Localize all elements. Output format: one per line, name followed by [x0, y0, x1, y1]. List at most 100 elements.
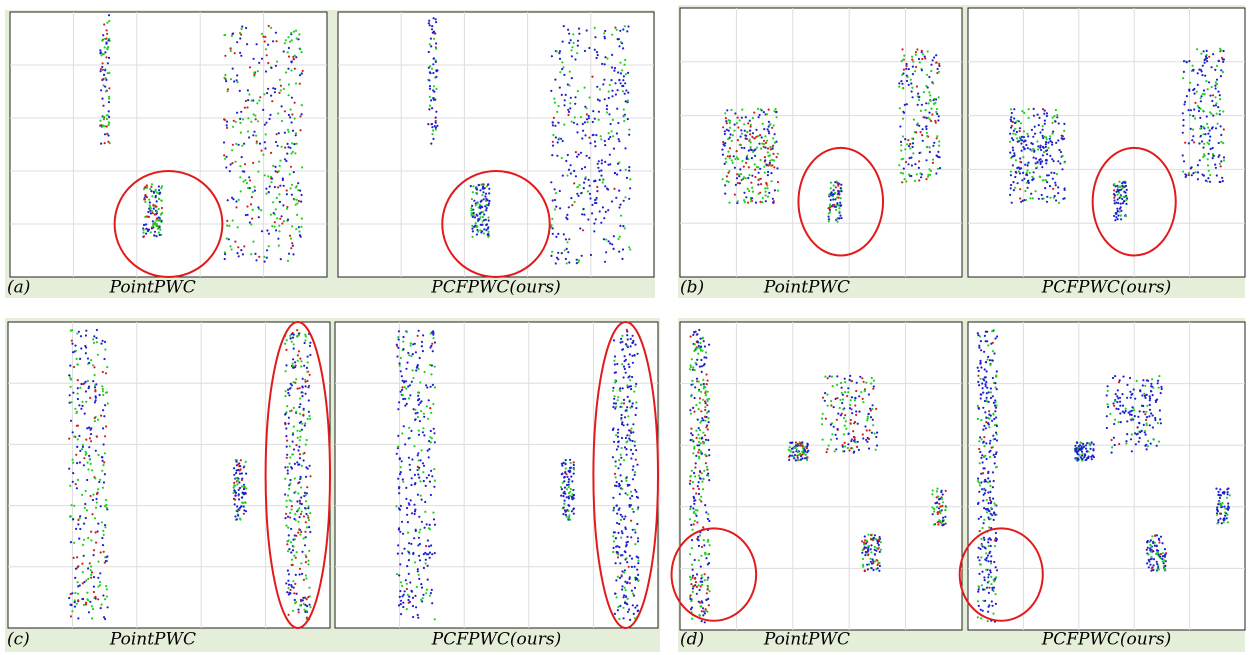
point: [104, 133, 106, 135]
point: [254, 115, 256, 117]
point: [933, 99, 935, 101]
point: [424, 511, 426, 513]
point: [854, 441, 856, 443]
point: [100, 68, 102, 70]
point: [608, 138, 610, 140]
point: [707, 391, 709, 393]
point: [617, 551, 619, 553]
point: [1026, 133, 1028, 135]
point: [614, 27, 616, 29]
point: [1145, 419, 1147, 421]
point: [435, 117, 437, 119]
point: [876, 444, 878, 446]
point: [991, 514, 993, 516]
point: [402, 336, 404, 338]
point: [299, 457, 301, 459]
point: [398, 330, 400, 332]
point: [995, 416, 997, 418]
point: [239, 52, 241, 54]
point: [1111, 452, 1113, 454]
point: [985, 552, 987, 554]
point: [287, 389, 289, 391]
point: [828, 212, 830, 214]
point: [1049, 197, 1051, 199]
point: [835, 186, 837, 188]
point: [1053, 172, 1055, 174]
point: [1123, 181, 1125, 183]
point: [241, 156, 243, 158]
point: [1210, 113, 1212, 115]
point: [567, 251, 569, 253]
point: [223, 154, 225, 156]
point: [408, 596, 410, 598]
point: [705, 351, 707, 353]
point: [424, 501, 426, 503]
point: [102, 460, 104, 462]
point: [1037, 148, 1039, 150]
point: [773, 166, 775, 168]
point: [304, 422, 306, 424]
point: [938, 65, 940, 67]
point: [1032, 136, 1034, 138]
point: [769, 124, 771, 126]
point: [994, 337, 996, 339]
point: [1121, 182, 1123, 184]
point: [1192, 128, 1194, 130]
point: [1038, 117, 1040, 119]
point: [74, 601, 76, 603]
point: [617, 432, 619, 434]
point: [630, 457, 632, 459]
point: [862, 558, 864, 560]
point: [1046, 174, 1048, 176]
point: [1021, 136, 1023, 138]
point: [700, 346, 702, 348]
point: [285, 525, 287, 527]
point: [77, 593, 79, 595]
point: [298, 446, 300, 448]
point: [836, 375, 838, 377]
point: [1197, 84, 1199, 86]
point: [307, 418, 309, 420]
point: [434, 618, 436, 620]
point: [309, 342, 311, 344]
point: [707, 588, 709, 590]
point: [631, 495, 633, 497]
point: [564, 472, 566, 474]
point: [742, 178, 744, 180]
point: [399, 531, 401, 533]
point: [1184, 142, 1186, 144]
point: [289, 116, 291, 118]
point: [1149, 397, 1151, 399]
point: [1010, 171, 1012, 173]
point: [476, 188, 478, 190]
point: [416, 412, 418, 414]
point: [637, 557, 639, 559]
point: [550, 255, 552, 257]
point: [470, 185, 472, 187]
point: [722, 154, 724, 156]
point: [1011, 156, 1013, 158]
point: [296, 461, 298, 463]
point: [942, 524, 944, 526]
point: [292, 610, 294, 612]
point: [796, 455, 798, 457]
point: [1142, 379, 1144, 381]
point: [270, 181, 272, 183]
point: [404, 405, 406, 407]
point: [400, 613, 402, 615]
point: [266, 193, 268, 195]
point: [698, 488, 700, 490]
point: [400, 370, 402, 372]
point: [990, 391, 992, 393]
point: [694, 397, 696, 399]
point: [621, 488, 623, 490]
point: [977, 381, 979, 383]
point: [485, 224, 487, 226]
point: [100, 51, 102, 53]
point: [745, 116, 747, 118]
point: [595, 202, 597, 204]
point: [1199, 117, 1201, 119]
point: [102, 388, 104, 390]
point: [1042, 125, 1044, 127]
point: [309, 475, 311, 477]
